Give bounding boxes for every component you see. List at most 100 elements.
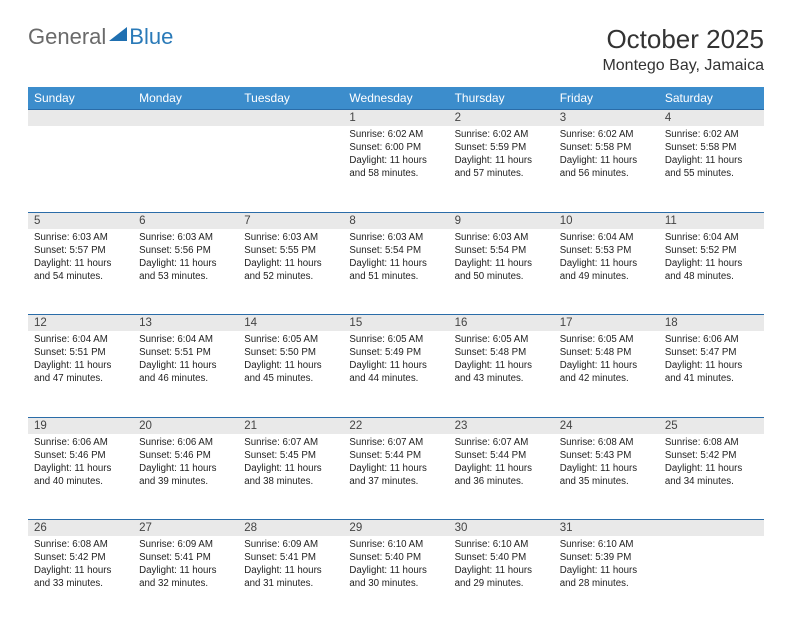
day-details: Sunrise: 6:05 AMSunset: 5:49 PMDaylight:… (343, 331, 448, 391)
day-content-cell (133, 126, 238, 212)
day-number-cell: 23 (449, 417, 554, 434)
day-details: Sunrise: 6:03 AMSunset: 5:54 PMDaylight:… (343, 229, 448, 289)
weekday-header: Wednesday (343, 87, 448, 110)
day-content-cell: Sunrise: 6:03 AMSunset: 5:54 PMDaylight:… (449, 229, 554, 315)
weekday-header: Monday (133, 87, 238, 110)
day-content-cell: Sunrise: 6:07 AMSunset: 5:45 PMDaylight:… (238, 434, 343, 520)
day-details: Sunrise: 6:04 AMSunset: 5:51 PMDaylight:… (133, 331, 238, 391)
weekday-header: Sunday (28, 87, 133, 110)
day-content-cell: Sunrise: 6:02 AMSunset: 5:58 PMDaylight:… (554, 126, 659, 212)
day-content-cell: Sunrise: 6:05 AMSunset: 5:49 PMDaylight:… (343, 331, 448, 417)
day-content-cell (28, 126, 133, 212)
day-content-cell: Sunrise: 6:02 AMSunset: 6:00 PMDaylight:… (343, 126, 448, 212)
daynum-row: 567891011 (28, 212, 764, 229)
day-details: Sunrise: 6:07 AMSunset: 5:44 PMDaylight:… (343, 434, 448, 494)
day-number-cell: 3 (554, 110, 659, 127)
day-number-cell: 25 (659, 417, 764, 434)
day-number-cell: 18 (659, 315, 764, 332)
daycontent-row: Sunrise: 6:02 AMSunset: 6:00 PMDaylight:… (28, 126, 764, 212)
calendar-table: Sunday Monday Tuesday Wednesday Thursday… (28, 87, 764, 622)
day-number-cell: 6 (133, 212, 238, 229)
day-content-cell: Sunrise: 6:07 AMSunset: 5:44 PMDaylight:… (449, 434, 554, 520)
day-number-cell: 8 (343, 212, 448, 229)
day-details: Sunrise: 6:03 AMSunset: 5:56 PMDaylight:… (133, 229, 238, 289)
day-content-cell: Sunrise: 6:05 AMSunset: 5:48 PMDaylight:… (449, 331, 554, 417)
day-details: Sunrise: 6:05 AMSunset: 5:48 PMDaylight:… (554, 331, 659, 391)
day-number-cell: 28 (238, 520, 343, 537)
day-content-cell: Sunrise: 6:05 AMSunset: 5:50 PMDaylight:… (238, 331, 343, 417)
day-content-cell: Sunrise: 6:08 AMSunset: 5:43 PMDaylight:… (554, 434, 659, 520)
day-content-cell: Sunrise: 6:06 AMSunset: 5:46 PMDaylight:… (133, 434, 238, 520)
day-details: Sunrise: 6:10 AMSunset: 5:40 PMDaylight:… (343, 536, 448, 596)
day-details: Sunrise: 6:08 AMSunset: 5:43 PMDaylight:… (554, 434, 659, 494)
day-number-cell: 13 (133, 315, 238, 332)
day-content-cell: Sunrise: 6:03 AMSunset: 5:54 PMDaylight:… (343, 229, 448, 315)
weekday-header-row: Sunday Monday Tuesday Wednesday Thursday… (28, 87, 764, 110)
weekday-header: Thursday (449, 87, 554, 110)
day-content-cell: Sunrise: 6:06 AMSunset: 5:47 PMDaylight:… (659, 331, 764, 417)
logo-text-gray: General (28, 24, 106, 50)
day-number-cell: 31 (554, 520, 659, 537)
header: General Blue October 2025 Montego Bay, J… (28, 24, 764, 75)
weekday-header: Friday (554, 87, 659, 110)
day-number-cell: 4 (659, 110, 764, 127)
daycontent-row: Sunrise: 6:06 AMSunset: 5:46 PMDaylight:… (28, 434, 764, 520)
day-details: Sunrise: 6:06 AMSunset: 5:46 PMDaylight:… (133, 434, 238, 494)
day-number-cell (238, 110, 343, 127)
weekday-header: Tuesday (238, 87, 343, 110)
day-number-cell: 11 (659, 212, 764, 229)
day-content-cell: Sunrise: 6:03 AMSunset: 5:56 PMDaylight:… (133, 229, 238, 315)
logo: General Blue (28, 24, 173, 50)
day-details: Sunrise: 6:10 AMSunset: 5:40 PMDaylight:… (449, 536, 554, 596)
day-content-cell: Sunrise: 6:08 AMSunset: 5:42 PMDaylight:… (659, 434, 764, 520)
day-details: Sunrise: 6:02 AMSunset: 5:59 PMDaylight:… (449, 126, 554, 186)
day-content-cell: Sunrise: 6:04 AMSunset: 5:52 PMDaylight:… (659, 229, 764, 315)
day-number-cell: 16 (449, 315, 554, 332)
day-number-cell (28, 110, 133, 127)
day-number-cell: 27 (133, 520, 238, 537)
day-number-cell: 19 (28, 417, 133, 434)
day-number-cell: 2 (449, 110, 554, 127)
day-content-cell: Sunrise: 6:02 AMSunset: 5:59 PMDaylight:… (449, 126, 554, 212)
day-details: Sunrise: 6:03 AMSunset: 5:57 PMDaylight:… (28, 229, 133, 289)
day-number-cell: 30 (449, 520, 554, 537)
day-content-cell: Sunrise: 6:03 AMSunset: 5:55 PMDaylight:… (238, 229, 343, 315)
day-number-cell: 15 (343, 315, 448, 332)
day-details: Sunrise: 6:04 AMSunset: 5:51 PMDaylight:… (28, 331, 133, 391)
day-content-cell: Sunrise: 6:04 AMSunset: 5:53 PMDaylight:… (554, 229, 659, 315)
day-content-cell: Sunrise: 6:05 AMSunset: 5:48 PMDaylight:… (554, 331, 659, 417)
day-number-cell: 21 (238, 417, 343, 434)
day-content-cell: Sunrise: 6:04 AMSunset: 5:51 PMDaylight:… (133, 331, 238, 417)
day-details: Sunrise: 6:02 AMSunset: 5:58 PMDaylight:… (659, 126, 764, 186)
day-content-cell (659, 536, 764, 622)
location-label: Montego Bay, Jamaica (602, 57, 764, 75)
daycontent-row: Sunrise: 6:03 AMSunset: 5:57 PMDaylight:… (28, 229, 764, 315)
weekday-header: Saturday (659, 87, 764, 110)
day-number-cell: 29 (343, 520, 448, 537)
day-content-cell: Sunrise: 6:10 AMSunset: 5:39 PMDaylight:… (554, 536, 659, 622)
day-number-cell: 24 (554, 417, 659, 434)
day-content-cell (238, 126, 343, 212)
logo-text-blue: Blue (129, 24, 173, 50)
daynum-row: 1234 (28, 110, 764, 127)
day-number-cell: 22 (343, 417, 448, 434)
day-content-cell: Sunrise: 6:06 AMSunset: 5:46 PMDaylight:… (28, 434, 133, 520)
day-details: Sunrise: 6:06 AMSunset: 5:46 PMDaylight:… (28, 434, 133, 494)
day-content-cell: Sunrise: 6:04 AMSunset: 5:51 PMDaylight:… (28, 331, 133, 417)
day-number-cell: 1 (343, 110, 448, 127)
logo-triangle-icon (109, 27, 127, 41)
day-content-cell: Sunrise: 6:03 AMSunset: 5:57 PMDaylight:… (28, 229, 133, 315)
day-details: Sunrise: 6:06 AMSunset: 5:47 PMDaylight:… (659, 331, 764, 391)
day-details: Sunrise: 6:03 AMSunset: 5:54 PMDaylight:… (449, 229, 554, 289)
day-number-cell: 26 (28, 520, 133, 537)
day-number-cell (659, 520, 764, 537)
day-details: Sunrise: 6:07 AMSunset: 5:44 PMDaylight:… (449, 434, 554, 494)
day-number-cell: 17 (554, 315, 659, 332)
title-block: October 2025 Montego Bay, Jamaica (602, 24, 764, 75)
daycontent-row: Sunrise: 6:04 AMSunset: 5:51 PMDaylight:… (28, 331, 764, 417)
day-number-cell: 12 (28, 315, 133, 332)
daynum-row: 19202122232425 (28, 417, 764, 434)
page-title: October 2025 (602, 24, 764, 55)
day-content-cell: Sunrise: 6:09 AMSunset: 5:41 PMDaylight:… (238, 536, 343, 622)
day-number-cell: 10 (554, 212, 659, 229)
